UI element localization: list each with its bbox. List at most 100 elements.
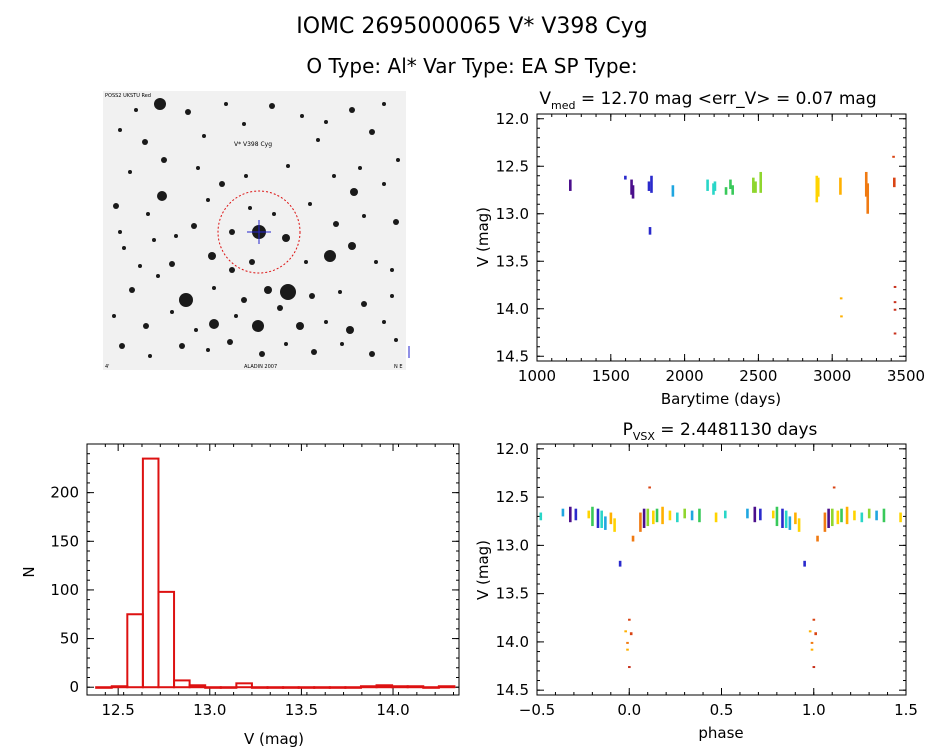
star (269, 103, 275, 109)
phase-point (628, 618, 631, 621)
phase-point (626, 641, 629, 644)
star (143, 323, 149, 329)
phase-point (631, 535, 635, 542)
star (229, 267, 235, 273)
histogram-ticks: 12.5 13.0 13.5 14.0 0 50 100 150 200 (50, 443, 459, 719)
lightcurve-point (816, 177, 820, 197)
phase-point (816, 535, 819, 542)
star (282, 234, 290, 242)
lightcurve-point (893, 308, 897, 311)
y-tick-label: 12.5 (496, 488, 529, 506)
histogram-chart: 12.5 13.0 13.5 14.0 0 50 100 150 200 V (mag) N (20, 443, 460, 747)
lightcurve-point (815, 175, 819, 203)
star (234, 314, 238, 318)
star (156, 274, 160, 278)
star (286, 164, 290, 168)
phase-point (698, 508, 701, 523)
phase-point (676, 512, 679, 523)
star (242, 122, 246, 126)
phase-chart: PVSX = 2.4481130 days −0.5 0.0 0.5 1.0 1.5 12… (474, 420, 918, 742)
lightcurve-point (712, 183, 715, 195)
phase-point (591, 506, 594, 527)
phase-y-axis-label: V (mag) (474, 540, 492, 600)
phase-x-axis-label: phase (698, 724, 743, 742)
phase-point (723, 510, 727, 519)
star (333, 221, 339, 227)
star (369, 129, 375, 135)
phase-point (613, 518, 616, 532)
finder-chart: POSS2 UKSTU Red V* V398 Cyg 4' ALADIN 20… (103, 91, 410, 370)
star (277, 305, 283, 311)
lightcurve-point (630, 179, 633, 195)
histogram-y-axis-label: N (20, 566, 38, 577)
y-tick-label: 14.0 (496, 300, 529, 318)
star (311, 349, 317, 355)
finder-target-label: V* V398 Cyg (234, 141, 272, 148)
y-tick-label: 150 (50, 532, 79, 550)
x-tick-label: 0.0 (617, 701, 641, 719)
phase-point (714, 512, 718, 523)
lightcurve-ticks: 1000 1500 2000 2500 3000 3500 12.0 12.5 13.0 13.5… (496, 110, 926, 385)
star (208, 252, 216, 260)
phase-point (823, 512, 827, 532)
phase-point (574, 508, 578, 521)
star (118, 128, 122, 132)
lightcurve-point (892, 155, 895, 158)
star (202, 134, 206, 138)
star (134, 108, 138, 112)
phase-point (899, 512, 902, 523)
histogram-bar (219, 686, 238, 689)
x-tick-label: 3500 (887, 367, 925, 385)
histogram-bar (422, 686, 440, 689)
star (170, 310, 174, 314)
phase-point (803, 560, 806, 567)
histogram-frame (86, 443, 460, 696)
star (304, 260, 308, 264)
y-tick-label: 50 (60, 630, 79, 648)
lightcurve-frame (536, 113, 907, 362)
histogram-bar (282, 686, 300, 689)
star (316, 138, 320, 142)
star (224, 102, 228, 106)
star (229, 229, 235, 235)
star (308, 202, 312, 206)
histogram-bar (188, 684, 207, 689)
star (324, 120, 328, 124)
histogram-x-axis-label: V (mag) (244, 730, 304, 747)
histogram-bar (204, 686, 222, 689)
phase-point (668, 510, 672, 521)
star (112, 314, 116, 318)
star (348, 242, 356, 250)
star (324, 320, 328, 324)
page-subtitle: O Type: Al* Var Type: EA SP Type: (306, 54, 638, 78)
phase-point (648, 486, 651, 489)
histogram-bar (157, 590, 176, 689)
y-tick-label: 12.0 (496, 110, 529, 128)
star (138, 264, 142, 268)
x-tick-label: 1.5 (894, 701, 918, 719)
histogram-bar (359, 685, 378, 689)
lightcurve-point (729, 179, 732, 190)
phase-point (845, 506, 849, 525)
star (252, 320, 264, 332)
lightcurve-point (839, 297, 843, 300)
star (259, 351, 265, 357)
star (118, 230, 122, 234)
phase-point (814, 632, 817, 636)
phase-point (875, 510, 878, 521)
x-tick-label: 13.0 (193, 701, 226, 719)
phase-point (812, 666, 816, 669)
y-tick-label: 14.5 (496, 347, 529, 365)
phase-point (639, 512, 642, 532)
star (338, 290, 342, 294)
star (148, 354, 152, 358)
histogram-bar (437, 685, 456, 689)
star (146, 212, 150, 216)
phase-point (746, 508, 749, 519)
lightcurve-title: Vmed = 12.70 mag <err_V> = 0.07 mag (539, 89, 876, 112)
star (300, 114, 304, 118)
star (241, 297, 247, 303)
lightcurve-point (671, 185, 675, 197)
star (196, 166, 200, 170)
star (174, 234, 178, 238)
